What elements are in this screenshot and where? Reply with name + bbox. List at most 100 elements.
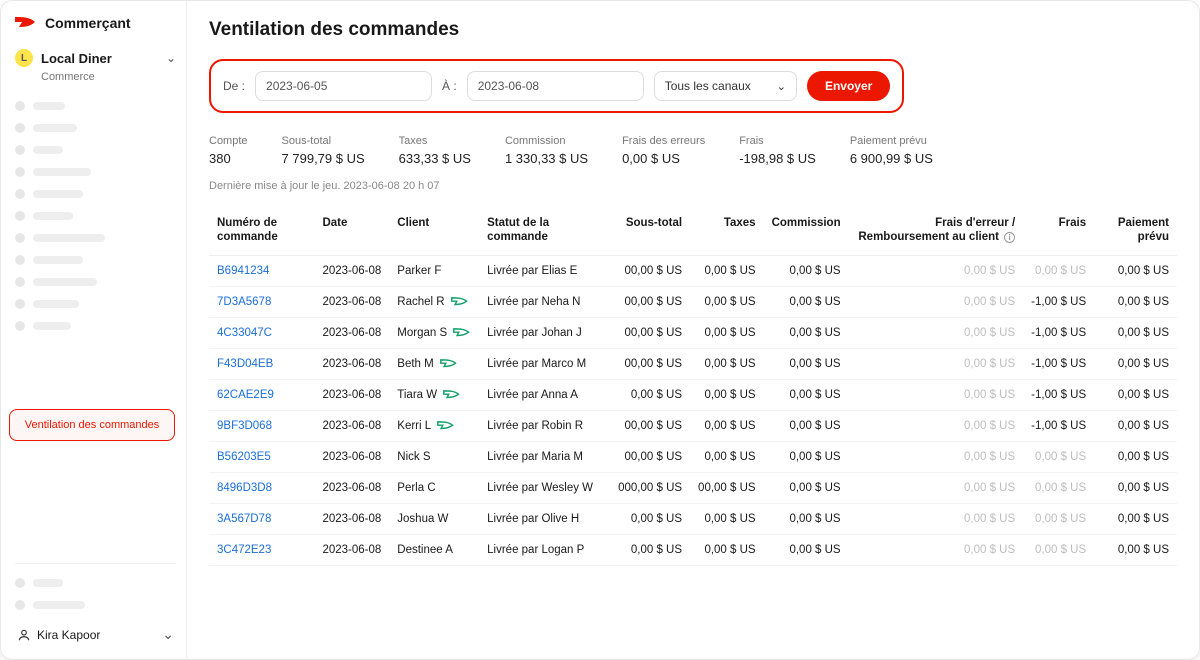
order-id-link[interactable]: 3C472E23 — [209, 534, 314, 565]
cell-payout: 0,00 $ US — [1094, 534, 1177, 565]
nav-skeleton-item — [15, 211, 176, 221]
cell-fees: -1,00 $ US — [1023, 317, 1094, 348]
order-id-link[interactable]: 9BF3D068 — [209, 410, 314, 441]
cell-date: 2023-06-08 — [314, 286, 389, 317]
cell-fees: -1,00 $ US — [1023, 348, 1094, 379]
column-header: Client — [389, 206, 479, 255]
summary-label: Sous-total — [282, 135, 365, 147]
nav-skeleton-item — [15, 277, 176, 287]
nav-skeleton-item — [15, 321, 176, 331]
cell-status: Livrée par Olive H — [479, 503, 610, 534]
info-icon[interactable]: i — [1004, 232, 1015, 243]
cell-client: Parker F — [389, 255, 479, 286]
dasher-icon — [453, 327, 471, 339]
cell-payout: 0,00 $ US — [1094, 441, 1177, 472]
cell-error-fees: 0,00 $ US — [849, 534, 1024, 565]
table-row: 8496D3D82023-06-08Perla CLivrée par Wesl… — [209, 472, 1177, 503]
nav-skeleton-bottom — [15, 563, 176, 610]
cell-subtotal: 000,00 $ US — [610, 472, 690, 503]
summary-value: -198,98 $ US — [739, 151, 816, 166]
order-id-link[interactable]: F43D04EB — [209, 348, 314, 379]
nav-skeleton-item — [15, 189, 176, 199]
cell-payout: 0,00 $ US — [1094, 410, 1177, 441]
cell-fees: -1,00 $ US — [1023, 410, 1094, 441]
order-id-link[interactable]: 4C33047C — [209, 317, 314, 348]
user-menu[interactable]: Kira Kapoor ⌄ — [15, 620, 176, 649]
cell-taxes: 0,00 $ US — [690, 379, 764, 410]
order-id-link[interactable]: B6941234 — [209, 255, 314, 286]
summary-item: Taxes633,33 $ US — [399, 135, 471, 166]
date-to-input[interactable] — [467, 71, 644, 101]
column-header: Commission — [764, 206, 849, 255]
order-id-link[interactable]: B56203E5 — [209, 441, 314, 472]
order-id-link[interactable]: 3A567D78 — [209, 503, 314, 534]
table-row: 62CAE2E92023-06-08Tiara W Livrée par Ann… — [209, 379, 1177, 410]
nav-skeleton-item — [15, 167, 176, 177]
cell-taxes: 0,00 $ US — [690, 410, 764, 441]
cell-date: 2023-06-08 — [314, 255, 389, 286]
cell-status: Livrée par Robin R — [479, 410, 610, 441]
column-header: Paiement prévu — [1094, 206, 1177, 255]
cell-commission: 0,00 $ US — [764, 379, 849, 410]
cell-date: 2023-06-08 — [314, 441, 389, 472]
cell-commission: 0,00 $ US — [764, 441, 849, 472]
summary-label: Frais des erreurs — [622, 135, 705, 147]
cell-error-fees: 0,00 $ US — [849, 441, 1024, 472]
order-id-link[interactable]: 7D3A5678 — [209, 286, 314, 317]
cell-subtotal: 00,00 $ US — [610, 410, 690, 441]
cell-subtotal: 0,00 $ US — [610, 379, 690, 410]
cell-subtotal: 00,00 $ US — [610, 317, 690, 348]
column-header: Frais d'erreur / Remboursement au client… — [849, 206, 1024, 255]
cell-date: 2023-06-08 — [314, 410, 389, 441]
store-selector[interactable]: L Local Diner ⌄ — [15, 49, 176, 67]
cell-client: Joshua W — [389, 503, 479, 534]
channel-select[interactable]: Tous les canaux ⌄ — [654, 71, 797, 101]
submit-button[interactable]: Envoyer — [807, 71, 890, 101]
cell-date: 2023-06-08 — [314, 379, 389, 410]
cell-payout: 0,00 $ US — [1094, 379, 1177, 410]
cell-date: 2023-06-08 — [314, 534, 389, 565]
date-from-input[interactable] — [255, 71, 432, 101]
cell-fees: -1,00 $ US — [1023, 286, 1094, 317]
summary-label: Frais — [739, 135, 816, 147]
order-id-link[interactable]: 8496D3D8 — [209, 472, 314, 503]
cell-client: Kerri L — [389, 410, 479, 441]
column-header: Statut de la commande — [479, 206, 610, 255]
table-row: 3A567D782023-06-08Joshua WLivrée par Oli… — [209, 503, 1177, 534]
store-badge: L — [15, 49, 33, 67]
cell-error-fees: 0,00 $ US — [849, 348, 1024, 379]
order-id-link[interactable]: 62CAE2E9 — [209, 379, 314, 410]
nav-active-item[interactable]: Ventilation des commandes — [9, 409, 175, 441]
cell-commission: 0,00 $ US — [764, 317, 849, 348]
cell-commission: 0,00 $ US — [764, 534, 849, 565]
cell-taxes: 0,00 $ US — [690, 255, 764, 286]
cell-status: Livrée par Anna A — [479, 379, 610, 410]
chevron-down-icon: ⌄ — [162, 626, 174, 643]
cell-subtotal: 00,00 $ US — [610, 441, 690, 472]
chevron-down-icon: ⌄ — [777, 80, 786, 93]
summary-value: 1 330,33 $ US — [505, 151, 588, 166]
table-row: B69412342023-06-08Parker FLivrée par Eli… — [209, 255, 1177, 286]
table-body: B69412342023-06-08Parker FLivrée par Eli… — [209, 255, 1177, 565]
summary-label: Paiement prévu — [850, 135, 933, 147]
cell-fees: 0,00 $ US — [1023, 534, 1094, 565]
page-title: Ventilation des commandes — [209, 19, 1177, 41]
app-window: Commerçant L Local Diner ⌄ Commerce Vent… — [0, 0, 1200, 660]
nav-skeleton-item — [15, 123, 176, 133]
summary-label: Compte — [209, 135, 248, 147]
cell-payout: 0,00 $ US — [1094, 317, 1177, 348]
store-name: Local Diner — [41, 51, 112, 66]
dasher-icon — [451, 296, 469, 308]
store-subtitle: Commerce — [41, 71, 176, 83]
summary-metrics: Compte380Sous-total7 799,79 $ USTaxes633… — [209, 135, 1177, 166]
cell-error-fees: 0,00 $ US — [849, 472, 1024, 503]
dasher-icon — [440, 358, 458, 370]
cell-error-fees: 0,00 $ US — [849, 255, 1024, 286]
nav-skeleton-item — [15, 578, 176, 588]
cell-commission: 0,00 $ US — [764, 255, 849, 286]
cell-taxes: 0,00 $ US — [690, 317, 764, 348]
cell-commission: 0,00 $ US — [764, 410, 849, 441]
cell-status: Livrée par Marco M — [479, 348, 610, 379]
summary-value: 7 799,79 $ US — [282, 151, 365, 166]
cell-fees: 0,00 $ US — [1023, 441, 1094, 472]
